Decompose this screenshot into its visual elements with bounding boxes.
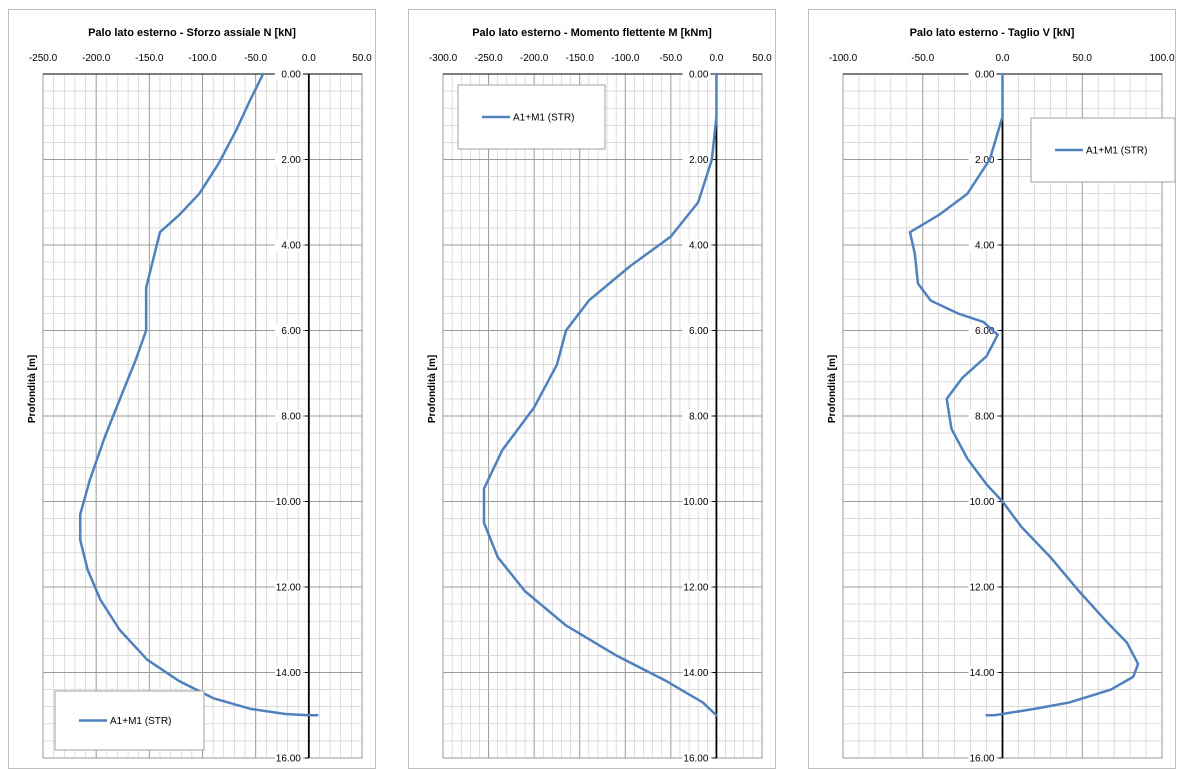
x-tick-label: -50.0: [244, 53, 267, 64]
x-tick-label: 50.0: [752, 53, 772, 64]
x-tick-label: -100.0: [611, 53, 640, 64]
y-tick-label: 14.00: [683, 668, 708, 679]
y-tick-label: 2.00: [281, 155, 301, 166]
chart-axial-force: Palo lato esterno - Sforzo assiale N [kN…: [27, 27, 372, 765]
y-tick-label-bg: [274, 68, 303, 80]
y-tick-label-bg: [968, 239, 997, 251]
y-tick-label: 4.00: [281, 241, 301, 252]
y-tick-label-bg: [274, 666, 303, 679]
y-tick-label-bg: [682, 324, 711, 337]
y-tick-label: 12.00: [683, 583, 708, 594]
y-tick-label: 8.00: [975, 412, 995, 423]
x-tick-label: 100.0: [1149, 53, 1174, 64]
y-tick-label-bg: [682, 239, 711, 251]
y-tick-label: 8.00: [281, 412, 301, 423]
y-tick-label-bg: [968, 410, 997, 422]
x-tick-label: -300.0: [429, 53, 458, 64]
y-tick-label: 6.00: [281, 326, 301, 337]
x-tick-label: 0.0: [996, 53, 1010, 64]
y-tick-label: 4.00: [975, 241, 995, 252]
y-tick-label-bg: [274, 324, 303, 337]
x-tick-label: -200.0: [82, 53, 111, 64]
y-tick-label-bg: [682, 495, 711, 508]
x-tick-label: 50.0: [1073, 53, 1093, 64]
x-tick-label: 0.0: [302, 53, 316, 64]
x-tick-label: -250.0: [29, 53, 58, 64]
y-tick-label: 6.00: [975, 326, 995, 337]
x-tick-label: 0.0: [709, 53, 723, 64]
x-tick-label: -250.0: [474, 53, 503, 64]
chart-shear-force: Palo lato esterno - Taglio V [kN] -100.0 -…: [827, 27, 1175, 765]
y-tick-label-bg: [274, 410, 303, 422]
legend-label: A1+M1 (STR): [1086, 146, 1147, 157]
y-tick-label: 4.00: [689, 241, 709, 252]
x-tick-label: 50.0: [352, 53, 372, 64]
legend-label: A1+M1 (STR): [513, 113, 574, 124]
y-tick-label-bg: [968, 752, 997, 764]
y-tick-label: 14.00: [276, 668, 301, 679]
y-tick-label-bg: [968, 68, 997, 80]
y-tick-label: 12.00: [276, 583, 301, 594]
y-axis-title: Profondità [m]: [427, 355, 438, 423]
y-tick-label: 12.00: [969, 583, 994, 594]
y-tick-label: 6.00: [689, 326, 709, 337]
y-tick-label-bg: [682, 68, 711, 80]
x-tick-label: -200.0: [520, 53, 549, 64]
x-tick-label: -50.0: [659, 53, 682, 64]
y-tick-label: 10.00: [683, 497, 708, 508]
y-tick-label-bg: [682, 410, 711, 422]
y-tick-label: 16.00: [683, 754, 708, 765]
chart-title: Palo lato esterno - Sforzo assiale N [kN…: [88, 27, 296, 39]
y-tick-label-bg: [274, 495, 303, 508]
x-tick-label: -150.0: [135, 53, 164, 64]
y-tick-label-bg: [682, 752, 711, 764]
y-tick-label: 14.00: [969, 668, 994, 679]
series-line: [908, 72, 1140, 717]
y-axis-title: Profondità [m]: [827, 355, 838, 423]
y-tick-label-bg: [274, 153, 303, 166]
y-tick-label-bg: [682, 581, 711, 593]
y-tick-label: 0.00: [281, 70, 301, 81]
y-tick-label-bg: [274, 239, 303, 251]
y-tick-label: 16.00: [969, 754, 994, 765]
x-tick-label: -50.0: [911, 53, 934, 64]
x-tick-label: -150.0: [566, 53, 595, 64]
y-tick-label-bg: [682, 666, 711, 679]
y-tick-label: 10.00: [969, 497, 994, 508]
y-tick-label-bg: [968, 495, 997, 508]
y-tick-label-bg: [968, 666, 997, 679]
legend-label: A1+M1 (STR): [110, 716, 171, 727]
chart-title: Palo lato esterno - Momento flettente M …: [472, 27, 712, 39]
y-tick-label: 2.00: [975, 155, 995, 166]
y-tick-label: 2.00: [689, 155, 709, 166]
chart-panel-shear-force: Palo lato esterno - Taglio V [kN] -100.0 -…: [808, 9, 1176, 769]
chart-title: Palo lato esterno - Taglio V [kN]: [910, 27, 1075, 39]
y-tick-label: 10.00: [276, 497, 301, 508]
y-tick-label-bg: [274, 752, 303, 764]
y-tick-label: 0.00: [975, 70, 995, 81]
y-tick-label-bg: [682, 153, 711, 166]
y-tick-label-bg: [968, 581, 997, 593]
x-tick-label: -100.0: [829, 53, 858, 64]
y-tick-label: 16.00: [276, 754, 301, 765]
series-line: [482, 72, 718, 717]
chart-bending-moment: Palo lato esterno - Momento flettente M …: [427, 27, 772, 765]
y-tick-label: 8.00: [689, 412, 709, 423]
x-tick-label: -100.0: [188, 53, 217, 64]
y-tick-label-bg: [274, 581, 303, 593]
y-axis-title: Profondità [m]: [27, 355, 38, 423]
y-tick-label: 0.00: [689, 70, 709, 81]
chart-panel-bending-moment: Palo lato esterno - Momento flettente M …: [408, 9, 776, 769]
chart-panel-axial-force: Palo lato esterno - Sforzo assiale N [kN…: [8, 9, 376, 769]
